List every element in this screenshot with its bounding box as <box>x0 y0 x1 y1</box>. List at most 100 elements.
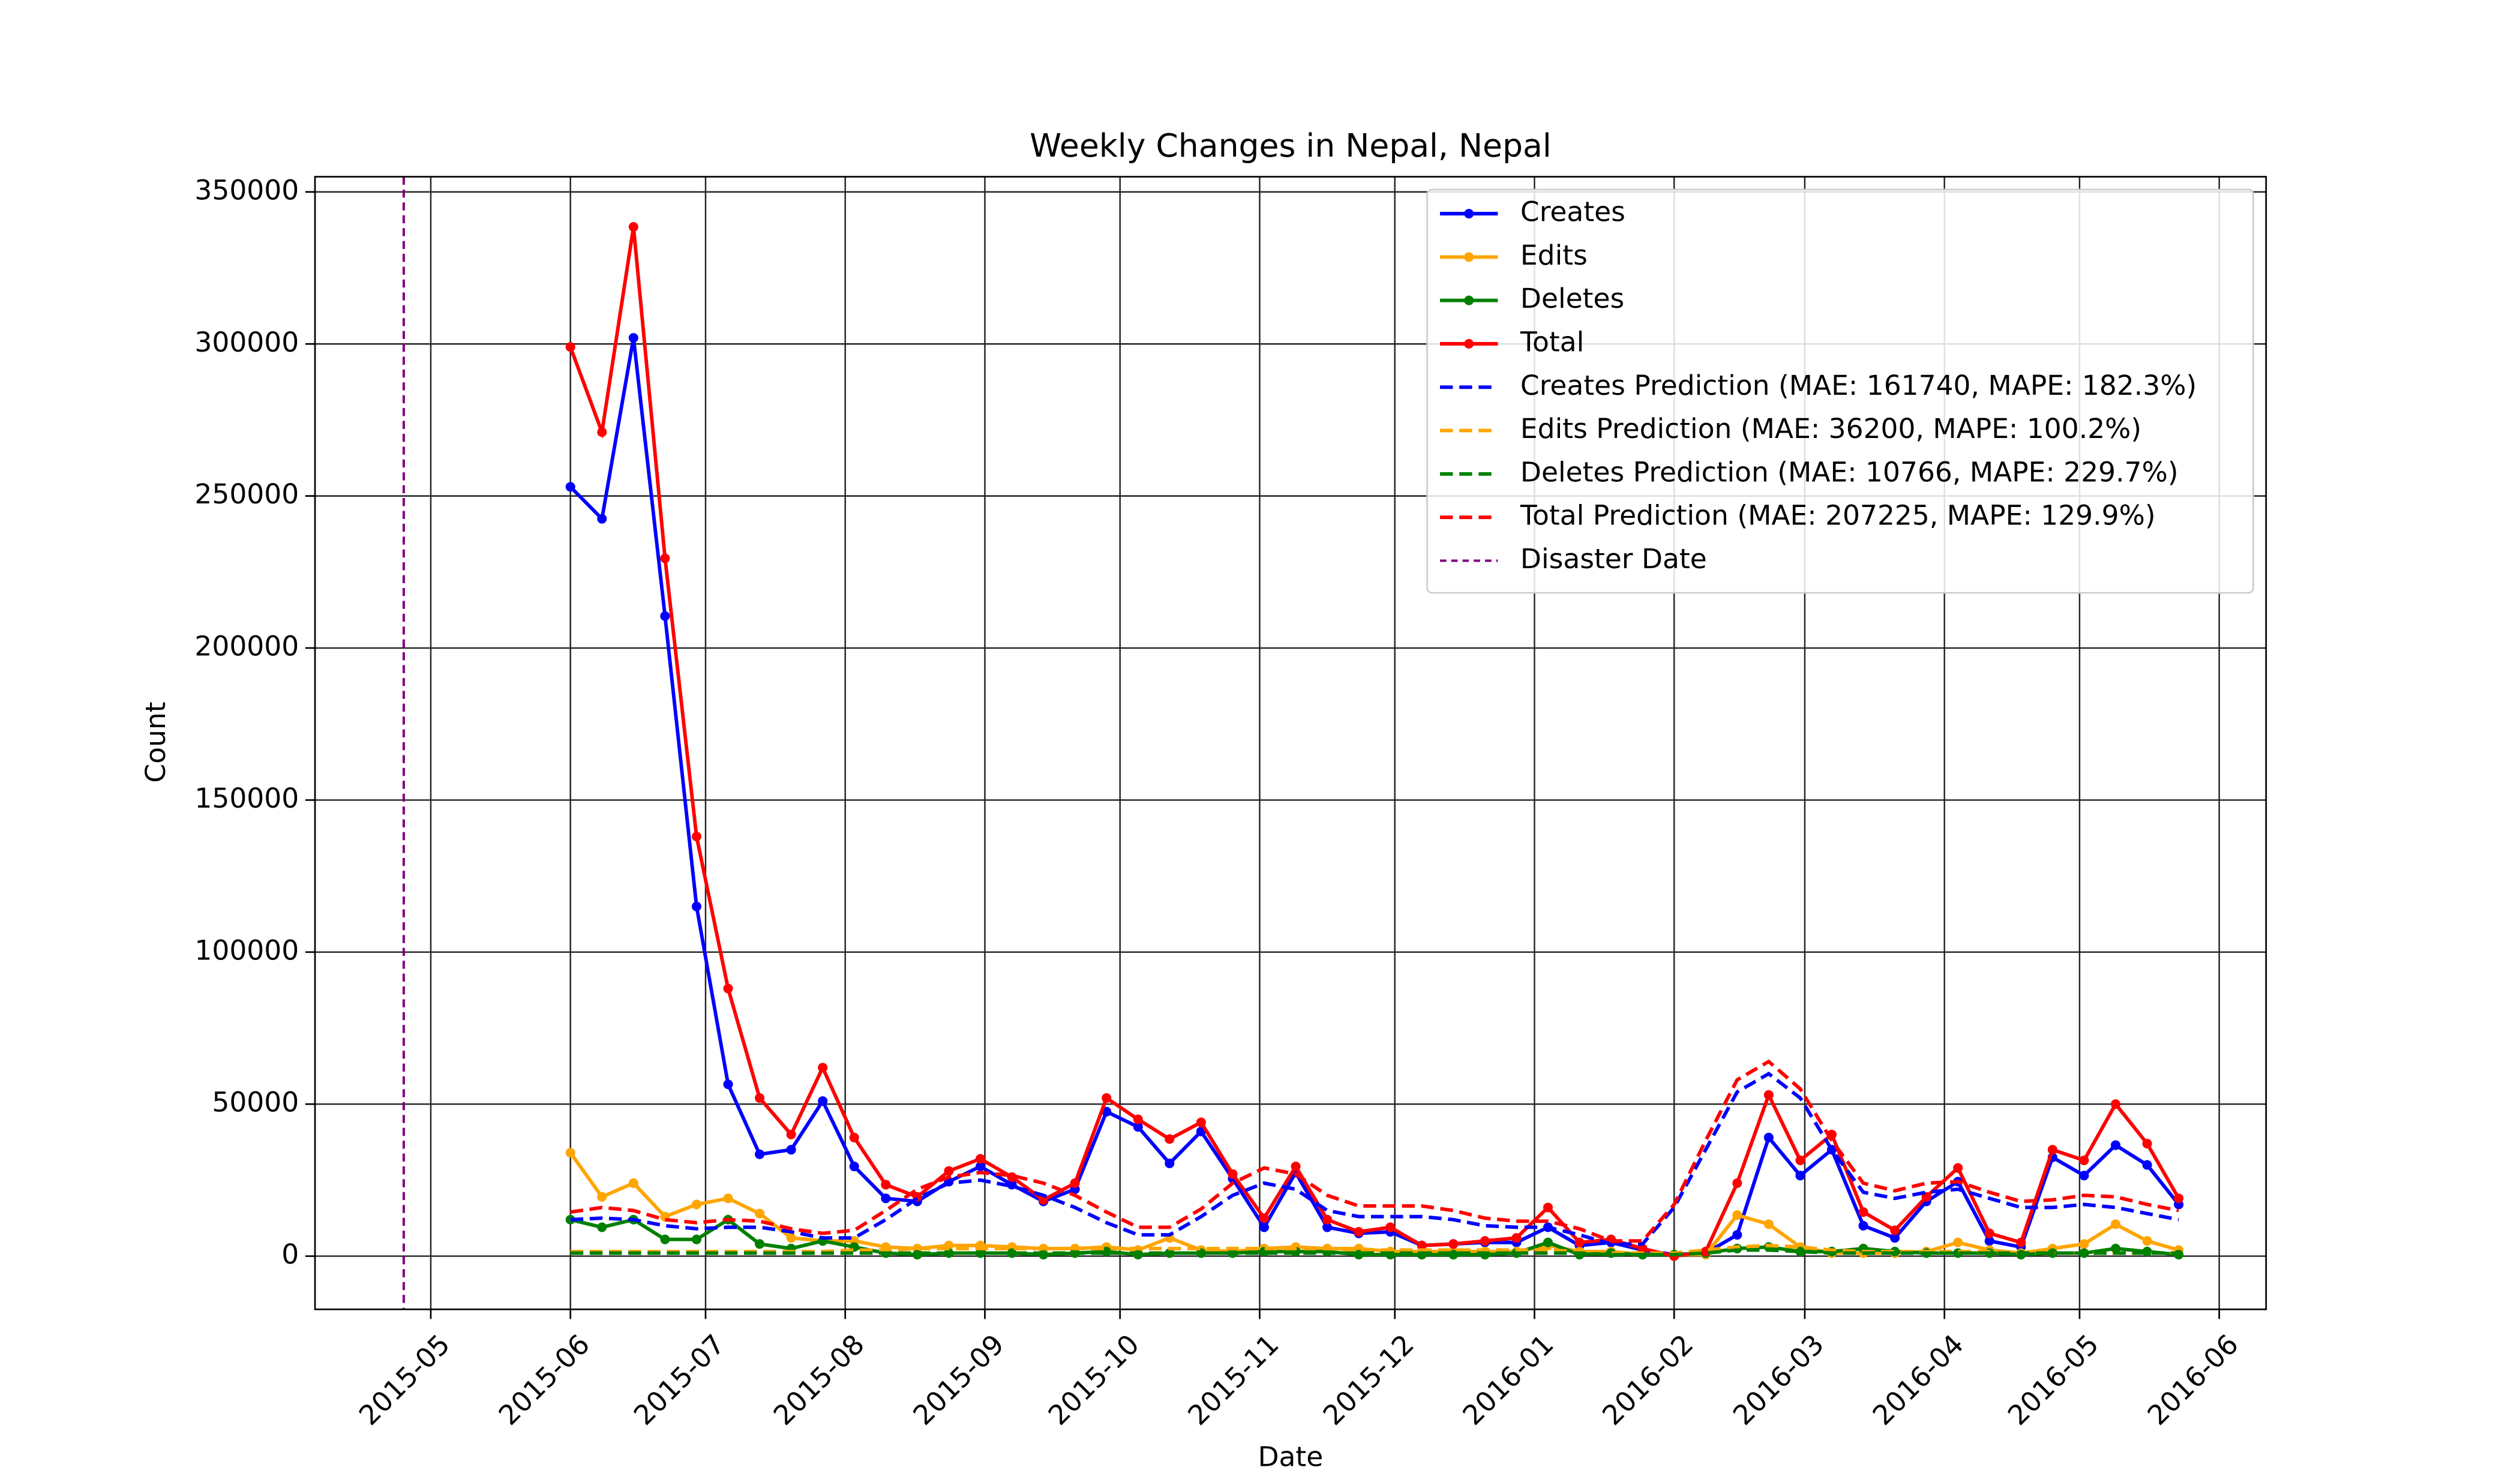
data-point <box>975 1154 985 1164</box>
data-point <box>723 1193 733 1204</box>
data-point <box>1858 1220 1868 1231</box>
data-point <box>565 482 575 492</box>
data-point <box>1543 1202 1553 1213</box>
data-point <box>1763 1090 1774 1100</box>
data-point <box>1102 1093 1112 1103</box>
data-point <box>2142 1139 2152 1149</box>
data-point <box>2047 1145 2057 1155</box>
y-tick-label: 350000 <box>194 174 299 206</box>
plot-frame <box>314 176 2267 1310</box>
data-point <box>1322 1214 1333 1225</box>
data-point <box>2079 1239 2089 1249</box>
data-point <box>1795 1171 1805 1181</box>
data-point <box>1133 1122 1143 1132</box>
legend-label: Deletes <box>1520 283 1624 314</box>
data-point <box>660 611 670 621</box>
data-point <box>755 1093 765 1103</box>
data-point <box>2079 1155 2089 1165</box>
data-point <box>1196 1248 1206 1258</box>
y-tick-label: 150000 <box>194 782 299 814</box>
prediction-line <box>570 1248 2179 1256</box>
data-point <box>1732 1178 1742 1188</box>
legend-marker <box>1464 295 1474 305</box>
data-point <box>723 1079 733 1090</box>
data-point <box>786 1129 796 1139</box>
data-point <box>786 1233 796 1243</box>
data-point <box>818 1063 828 1073</box>
data-point <box>1102 1246 1112 1256</box>
data-point <box>1858 1207 1868 1217</box>
data-point <box>1354 1226 1364 1237</box>
data-point <box>2016 1237 2026 1247</box>
prediction-line <box>570 1059 2179 1243</box>
y-tick-label: 250000 <box>194 478 299 510</box>
data-point <box>1984 1228 1994 1238</box>
data-point <box>755 1208 765 1219</box>
data-point <box>597 514 607 524</box>
data-point <box>2174 1193 2184 1204</box>
data-point <box>1574 1237 1585 1247</box>
data-point <box>1543 1237 1553 1247</box>
data-point <box>944 1166 954 1176</box>
data-point <box>2142 1236 2152 1246</box>
y-tick-label: 300000 <box>194 326 299 358</box>
data-point <box>691 1234 701 1244</box>
data-point <box>1133 1114 1143 1124</box>
data-point <box>1228 1169 1238 1179</box>
data-point <box>2110 1140 2121 1150</box>
legend-marker <box>1464 252 1474 262</box>
data-point <box>2047 1248 2057 1258</box>
data-point <box>1259 1213 1270 1223</box>
data-point <box>628 222 638 232</box>
data-point <box>1070 1178 1080 1188</box>
data-point <box>2110 1099 2121 1109</box>
data-point <box>1165 1158 1175 1169</box>
legend-box <box>1426 188 2254 594</box>
y-axis-label: Count <box>140 701 172 782</box>
data-point <box>691 901 701 911</box>
data-point <box>881 1180 891 1190</box>
data-point <box>1007 1180 1017 1190</box>
data-point <box>1385 1222 1396 1232</box>
data-point <box>1448 1239 1459 1249</box>
data-point <box>849 1162 859 1172</box>
series-line <box>569 337 2180 1256</box>
data-point <box>597 1192 607 1202</box>
data-point <box>1763 1132 1774 1142</box>
data-point <box>1732 1210 1742 1220</box>
data-point <box>1795 1155 1805 1165</box>
data-point <box>691 832 701 842</box>
legend-marker <box>1464 209 1474 219</box>
data-point <box>597 1222 607 1232</box>
data-point <box>565 1148 575 1158</box>
data-point <box>849 1132 859 1142</box>
y-tick-label: 100000 <box>194 934 299 966</box>
legend: Creates Edits Deletes Total Creates Predicti… <box>1426 188 2254 594</box>
y-tick-label: 0 <box>281 1238 299 1270</box>
data-point <box>1196 1117 1206 1127</box>
data-point <box>660 553 670 563</box>
data-point <box>723 983 733 994</box>
legend-label: Deletes Prediction (MAE: 10766, MAPE: 22… <box>1520 456 2179 488</box>
series-line <box>568 226 2180 1258</box>
data-point <box>2110 1243 2121 1253</box>
data-point <box>1480 1236 1490 1246</box>
data-point <box>1007 1172 1017 1182</box>
x-axis-label: Date <box>1258 1441 1323 1470</box>
legend-label: Total <box>1520 326 1584 358</box>
data-point <box>691 1199 701 1210</box>
data-point <box>660 1234 670 1244</box>
legend-label: Disaster Date <box>1520 543 1707 575</box>
data-point <box>755 1149 765 1159</box>
data-point <box>1322 1222 1333 1232</box>
data-point <box>786 1145 796 1155</box>
data-point <box>1763 1219 1774 1229</box>
data-point <box>1259 1222 1270 1232</box>
legend-label: Creates Prediction (MAE: 161740, MAPE: 1… <box>1520 370 2197 401</box>
data-point <box>1890 1225 1900 1235</box>
data-point <box>1795 1246 1805 1256</box>
data-point <box>1953 1163 1963 1173</box>
data-point <box>1165 1134 1175 1144</box>
